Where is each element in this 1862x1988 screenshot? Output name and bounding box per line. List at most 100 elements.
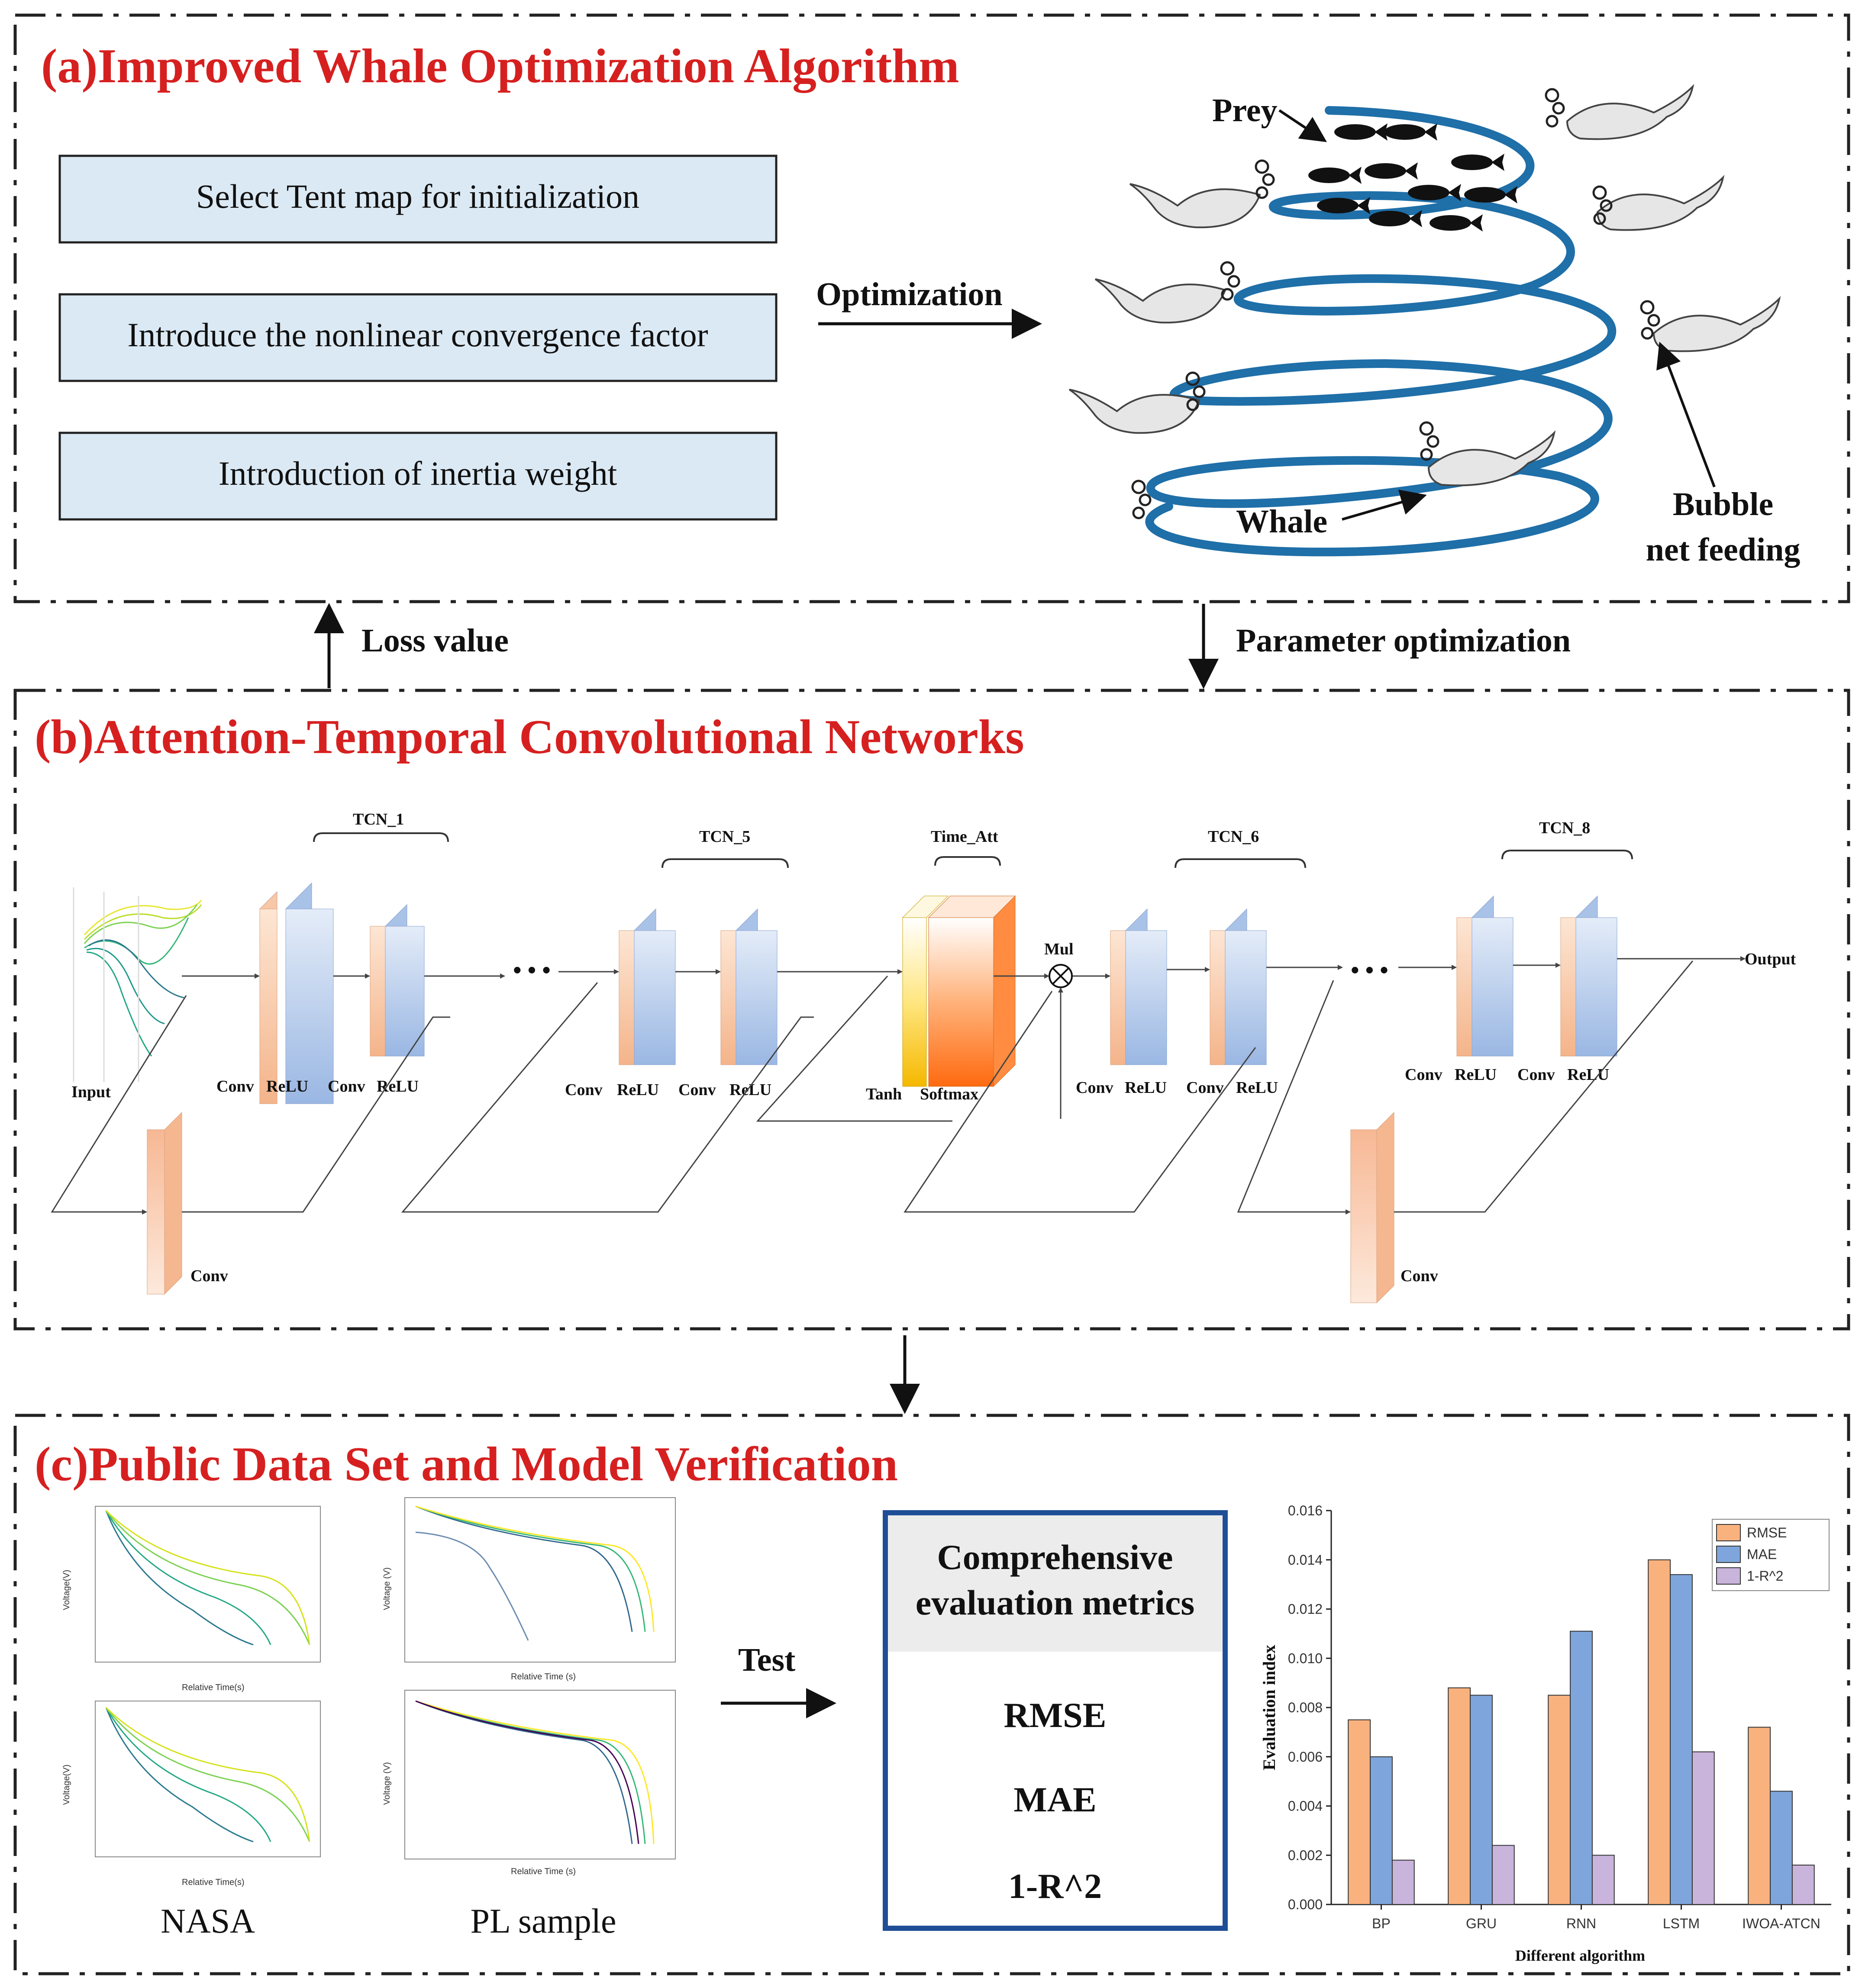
bar-rmse-bp [1348,1719,1371,1905]
tcn8-relu-label: ReLU [1455,1066,1497,1084]
prey-label: Prey [1212,92,1278,129]
tcn6-conv2-label: Conv [1186,1079,1224,1097]
y-tick-label: 0.012 [1288,1601,1323,1617]
ellipsis-2: • • • [1351,957,1388,984]
metric-r2: 1-R^2 [1008,1866,1102,1906]
test-label: Test [738,1642,795,1678]
y-tick-label: 0.016 [1288,1503,1323,1518]
x-tick-label: GRU [1466,1916,1497,1931]
feedback-arrows: Loss value Parameter optimization [314,603,1571,689]
step-box-2-label: Introduce the nonlinear convergence fact… [127,316,708,354]
whale-arrow [1342,490,1427,521]
pl-plot-1-xlabel: Relative Time (s) [511,1672,576,1682]
prey-fish-school [1308,123,1517,232]
tcn5-conv2-label: Conv [678,1081,716,1099]
tcn-connections [51,956,1746,1215]
loss-value-label: Loss value [361,622,509,659]
bar-rmse-rnn [1548,1695,1571,1905]
input-label: Input [71,1083,111,1101]
tcn1-brace [313,832,449,842]
nasa-plot-2 [95,1701,321,1857]
whale-label: Whale [1236,503,1327,540]
tcn8-conv2-label: Conv [1517,1066,1555,1084]
panel-a-title: (a)Improved Whale Optimization Algorithm [41,39,959,93]
panel-b-frame [13,689,1850,1331]
tcn5-relu-block [720,908,778,1066]
legend-swatch-mae [1716,1546,1741,1563]
nasa-plot-1-xlabel: Relative Time(s) [182,1683,244,1692]
time-att-brace [934,856,1001,866]
parameter-optimization-label: Parameter optimization [1236,622,1571,659]
y-tick-label: 0.002 [1288,1847,1323,1863]
y-tick-label: 0.000 [1288,1897,1323,1912]
bar-rmse-gru [1448,1687,1471,1905]
bar-1r2-bp [1391,1859,1415,1905]
tcn8-relu-block [1560,895,1617,1057]
chart-ylabel: Evaluation index [1259,1645,1279,1770]
tcn6-relu-label: ReLU [1125,1079,1167,1097]
tcn5-relu-label: ReLU [617,1081,659,1099]
residual-conv-label-1: Conv [190,1267,228,1285]
tcn5-conv-block [619,908,676,1066]
bar-1r2-gru [1491,1845,1515,1905]
output-label: Output [1745,950,1796,968]
nasa-label: NASA [161,1902,255,1940]
tcn5-relu2-label: ReLU [729,1081,771,1099]
tcn1-conv-label: Conv [216,1077,254,1095]
legend-swatch-rmse [1716,1524,1741,1541]
bubble-arrow [1656,342,1716,488]
bar-mae-gru [1470,1695,1493,1905]
nasa-plot-2-xlabel: Relative Time(s) [182,1878,244,1887]
panel-a: (a)Improved Whale Optimization Algorithm… [13,13,1850,603]
tcn6-relu-block [1210,908,1267,1066]
mul-operator-icon [1049,964,1073,988]
x-tick-label: LSTM [1663,1916,1700,1931]
tcn5-brace [662,858,789,868]
bar-1r2-lstm [1691,1751,1715,1905]
metrics-box: Comprehensive evaluation metrics RMSE MA… [883,1510,1228,1931]
whale-icon [1068,84,1781,487]
mul-label: Mul [1044,940,1074,958]
tcn6-conv-block [1110,908,1167,1066]
legend-rmse: RMSE [1747,1525,1787,1540]
x-tick-group: BP GRU RNN LSTM IWOA-ATCN [1372,1904,1820,1931]
pl-plot-1 [404,1497,676,1663]
tcn5-conv-label: Conv [565,1081,603,1099]
panel-a-frame [13,13,1850,603]
tcn8-brace [1501,850,1633,860]
panel-c: (c)Public Data Set and Model Verificatio… [13,1414,1850,1975]
y-tick-label: 0.010 [1288,1650,1323,1666]
pl-plot-2-ylabel: Voltage (V) [382,1762,392,1805]
step-box-3: Introduction of inertia weight [58,432,778,521]
tanh-label: Tanh [866,1085,902,1103]
tcn1-conv-block [259,882,334,1105]
bar-rmse-lstm [1648,1559,1671,1905]
panel-c-title: (c)Public Data Set and Model Verificatio… [35,1437,898,1491]
pl-sample-label: PL sample [471,1902,616,1940]
panel-b: (b)Attention-Temporal Convolutional Netw… [13,689,1850,1331]
tcn8-conv-label: Conv [1405,1066,1442,1084]
metrics-header-line2: evaluation metrics [916,1583,1194,1622]
legend-swatch-r2 [1716,1567,1741,1585]
tcn6-brace [1175,858,1306,868]
nasa-plot-1 [95,1506,321,1663]
y-tick-group: 0.000 0.002 0.004 0.006 0.008 0.010 0.012 0.014… [1288,1503,1331,1912]
tcn1-label: TCN_1 [353,810,404,828]
y-tick-label: 0.006 [1288,1749,1323,1765]
x-tick-label: IWOA-ATCN [1742,1916,1820,1931]
tcn6-relu2-label: ReLU [1236,1079,1278,1097]
pl-plot-1-ylabel: Voltage (V) [382,1567,392,1610]
tcn1-conv2-label: Conv [328,1077,365,1095]
tcn8-label: TCN_8 [1539,819,1590,837]
step-box-2: Introduce the nonlinear convergence fact… [58,293,778,382]
tcn5-label: TCN_5 [699,828,750,846]
panel-b-title: (b)Attention-Temporal Convolutional Netw… [35,710,1024,764]
tcn1-relu-label: ReLU [266,1077,308,1095]
bar-rmse-iwoaatcn [1748,1727,1771,1905]
tcn6-label: TCN_6 [1208,828,1259,846]
y-tick-label: 0.008 [1288,1700,1323,1715]
y-tick-label: 0.014 [1288,1552,1323,1568]
metric-rmse: RMSE [1004,1695,1107,1735]
step-box-1: Select Tent map for initialization [58,155,778,244]
nasa-plot-2-ylabel: Voltage(V) [62,1765,71,1805]
